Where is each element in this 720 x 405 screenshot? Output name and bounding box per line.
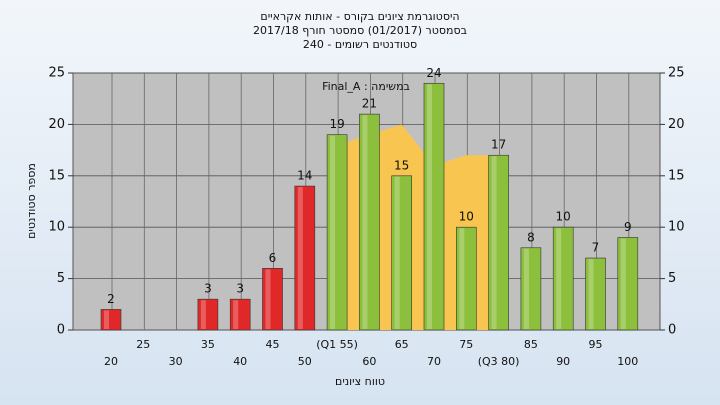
x-tick-label: 90 <box>556 355 570 368</box>
bar <box>294 185 316 331</box>
bar-highlight <box>104 310 109 329</box>
bar <box>391 175 413 331</box>
bar <box>359 113 380 331</box>
annotation: Final_A : במשימה <box>322 80 410 93</box>
data-label: 10 <box>459 210 474 224</box>
x-tick-label: 35 <box>201 338 215 351</box>
bar-highlight <box>523 248 529 329</box>
bar-highlight <box>556 228 562 329</box>
bar <box>520 247 542 331</box>
data-label: 10 <box>556 210 571 224</box>
bar <box>197 298 219 331</box>
x-tick-label: 45 <box>266 338 280 351</box>
bar-highlight <box>427 84 432 329</box>
data-label: 24 <box>426 66 441 80</box>
bar-highlight <box>330 135 336 329</box>
y2-tick-label: 10 <box>668 220 685 235</box>
y-axis-label: מספר סטודנטים <box>25 163 38 239</box>
bar <box>585 257 606 331</box>
chart-title: היסטוגרמת ציונים בקורס - אותות אקראיים <box>260 10 459 23</box>
x-tick-label: 70 <box>427 355 441 368</box>
bar-highlight <box>459 228 465 329</box>
y-tick-label: 15 <box>48 168 65 183</box>
x-tick-label: (Q1 55) <box>316 338 358 351</box>
data-label: 2 <box>107 292 115 306</box>
bar <box>488 154 509 331</box>
bar-highlight <box>297 187 303 329</box>
y2-tick-label: 15 <box>668 168 685 183</box>
bar-highlight <box>200 300 206 329</box>
data-label: 19 <box>329 117 344 131</box>
data-label: 6 <box>269 251 277 265</box>
data-label: 15 <box>394 158 409 172</box>
data-label: 9 <box>624 220 632 234</box>
bar-highlight <box>394 176 400 329</box>
bar-highlight <box>362 115 368 330</box>
x-tick-label: 25 <box>136 338 150 351</box>
bar <box>552 226 574 331</box>
x-tick-label: 20 <box>104 355 118 368</box>
bar <box>455 226 477 331</box>
y-tick-label: 5 <box>57 271 65 286</box>
bar-highlight <box>491 156 497 329</box>
x-tick-label: 95 <box>589 338 603 351</box>
x-tick-label: 100 <box>617 355 638 368</box>
data-label: 3 <box>204 282 212 296</box>
x-tick-label: 75 <box>459 338 473 351</box>
bar-highlight <box>233 300 239 329</box>
bar <box>262 268 283 331</box>
y-tick-label: 0 <box>57 323 65 338</box>
y-tick-label: 10 <box>48 220 65 235</box>
bar-highlight <box>588 259 594 329</box>
y-tick-label: 25 <box>48 66 65 81</box>
x-tick-label: 30 <box>169 355 183 368</box>
bar <box>326 134 348 331</box>
data-label: 7 <box>592 241 600 255</box>
chart-subtitle: 240 - סטודנטים רשומים <box>303 38 417 51</box>
bar <box>100 309 122 331</box>
y2-tick-label: 25 <box>668 66 685 81</box>
bar-highlight <box>265 269 271 329</box>
x-tick-label: 85 <box>524 338 538 351</box>
bar <box>229 298 251 331</box>
y-tick-label: 20 <box>48 117 65 132</box>
x-axis-label: טווח ציונים <box>335 375 385 388</box>
bar <box>423 82 445 331</box>
y2-tick-label: 0 <box>668 323 676 338</box>
chart-subtitle: בסמסטר (01/2017) סמסטר חורף 2017/18 <box>253 24 467 37</box>
x-tick-label: 40 <box>233 355 247 368</box>
x-tick-label: 50 <box>298 355 312 368</box>
data-label: 21 <box>362 97 377 111</box>
x-tick-label: 65 <box>395 338 409 351</box>
data-label: 3 <box>236 282 244 296</box>
y2-tick-label: 20 <box>668 117 685 132</box>
x-tick-label: 60 <box>362 355 376 368</box>
data-label: 14 <box>297 169 312 183</box>
data-label: 8 <box>527 230 535 244</box>
bar <box>617 237 639 331</box>
y2-tick-label: 5 <box>668 271 676 286</box>
x-tick-label: (Q3 80) <box>478 355 520 368</box>
bar-highlight <box>620 238 626 329</box>
data-label: 17 <box>491 138 506 152</box>
